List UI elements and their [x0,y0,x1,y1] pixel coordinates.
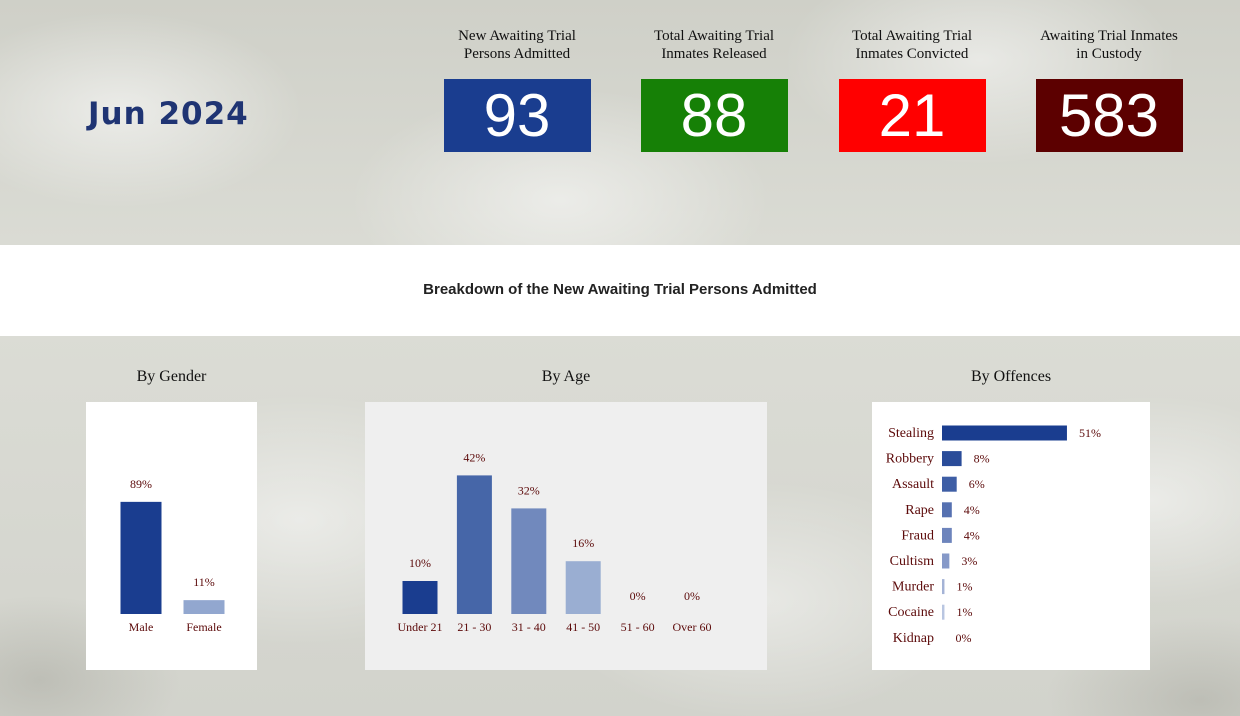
summary-header: Jun 2024 New Awaiting Trial Persons Admi… [0,0,1240,245]
category-label: 31 - 40 [512,620,546,634]
kpi-released: Total Awaiting Trial Inmates Released 88 [619,27,809,152]
bar [511,508,547,614]
data-label: 0% [630,589,646,603]
age-chart-panel: 10% Under 21 42% 21 - 30 32% 31 - 40 16% 41 - 5… [365,402,767,670]
category-label: Under 21 [398,620,443,634]
kpi-label: Awaiting Trial Inmates in Custody [1040,28,1178,62]
offences-section-title: By Offences [970,368,1052,385]
bar [942,604,945,620]
bar [942,476,957,492]
bar [456,475,492,614]
bar [942,553,950,569]
gender-chart-panel: 89% Male 11% Female [86,402,257,670]
period-label: Jun 2024 [88,96,249,132]
bar [565,561,601,614]
bar [942,527,952,543]
kpi-label: New Awaiting Trial Persons Admitted [458,28,576,62]
data-label: 4% [964,503,980,517]
data-label: 10% [409,556,431,570]
breakdown-title: Breakdown of the New Awaiting Trial Pers… [423,281,817,298]
category-label: 51 - 60 [621,620,655,634]
data-label: 1% [956,605,972,619]
gender-bar-chart: 89% Male 11% Female [120,477,225,634]
category-label: Assault [892,477,934,492]
offences-chart-panel: Stealing 51% Robbery 8% Assault 6% Rape 4% Fraud… [872,402,1150,670]
bar [942,502,952,518]
category-label: Female [186,620,221,634]
kpi-label: Total Awaiting Trial Inmates Convicted [851,28,973,62]
category-label: Cultism [890,554,934,569]
bar [120,501,162,614]
category-label: Murder [892,580,934,595]
age-bar-chart: 10% Under 21 42% 21 - 30 32% 31 - 40 16% 41 - 5… [398,450,712,634]
data-label: 16% [572,536,594,550]
data-label: 51% [1079,426,1101,440]
category-label: 21 - 30 [457,620,491,634]
kpi-label: Total Awaiting Trial Inmates Released [653,28,775,62]
bar [402,581,438,614]
data-label: 11% [193,575,215,589]
data-label: 6% [969,477,985,491]
data-label: 3% [961,554,977,568]
gender-section-title: By Gender [136,368,207,385]
data-label: 42% [463,450,485,464]
breakdown-banner: Breakdown of the New Awaiting Trial Pers… [0,245,1240,336]
data-label: 1% [956,580,972,594]
offences-bar-chart: Stealing 51% Robbery 8% Assault 6% Rape 4% Fraud… [886,425,1101,646]
kpi-in-custody: Awaiting Trial Inmates in Custody 583 [1014,27,1204,152]
category-label: Fraud [901,528,934,543]
bar [942,425,1067,441]
category-label: Cocaine [888,605,934,620]
category-label: Kidnap [893,631,934,646]
category-label: Rape [905,503,934,518]
bar [942,579,945,595]
kpi-value-box: 93 [443,79,591,152]
category-label: 41 - 50 [566,620,600,634]
data-label: 32% [518,483,540,497]
category-label: Over 60 [673,620,712,634]
data-label: 89% [130,477,152,491]
kpi-value-box: 21 [838,79,986,152]
kpi-value-box: 88 [640,79,788,152]
data-label: 8% [974,452,990,466]
kpi-value-box: 583 [1035,79,1183,152]
kpi-new-admitted: New Awaiting Trial Persons Admitted 93 [422,27,612,152]
data-label: 0% [684,589,700,603]
category-label: Male [129,620,154,634]
data-label: 0% [956,631,972,645]
bar [942,451,962,467]
age-section-title: By Age [541,368,591,385]
data-label: 4% [964,528,980,542]
category-label: Robbery [886,452,934,467]
category-label: Stealing [888,426,934,441]
bar [183,600,225,614]
kpi-convicted: Total Awaiting Trial Inmates Convicted 2… [817,27,1007,152]
